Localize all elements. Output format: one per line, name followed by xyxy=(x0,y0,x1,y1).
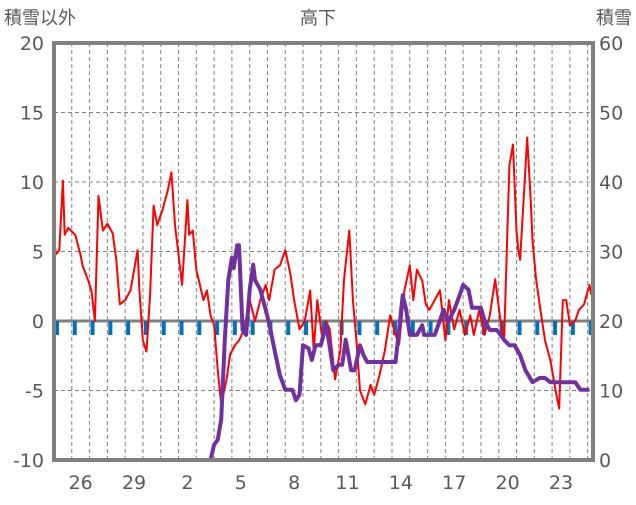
daily-markers xyxy=(55,321,593,335)
daily-marker xyxy=(108,321,113,335)
right-axis-title: 積雪 xyxy=(596,8,632,29)
left-axis-title: 積雪以外 xyxy=(4,8,76,29)
daily-marker xyxy=(357,321,362,335)
x-tick-label: 23 xyxy=(549,472,573,494)
left-y-tick-label: -10 xyxy=(13,450,44,472)
right-y-tick-label: 0 xyxy=(599,450,611,472)
daily-marker xyxy=(392,321,397,335)
daily-marker xyxy=(428,321,433,335)
right-y-tick-label: 30 xyxy=(599,242,623,264)
daily-marker xyxy=(250,321,255,335)
left-y-tick-label: -5 xyxy=(25,381,44,403)
left-y-tick-label: 15 xyxy=(20,103,44,125)
tick-labels: 20 60 15 50 10 40 5 30 0 20 -5 10 -10 0 26 29 2 5 8 11 14 17 2… xyxy=(13,33,623,494)
daily-marker xyxy=(232,321,237,335)
gridlines xyxy=(54,43,593,460)
daily-marker xyxy=(375,321,380,335)
x-tick-label: 8 xyxy=(288,472,300,494)
series-lines xyxy=(53,136,593,462)
x-tick-label: 11 xyxy=(335,472,359,494)
daily-marker xyxy=(90,321,95,335)
x-tick-label: 2 xyxy=(181,472,193,494)
right-y-tick-label: 10 xyxy=(599,381,623,403)
x-tick-label: 26 xyxy=(69,472,93,494)
x-tick-label: 29 xyxy=(122,472,146,494)
daily-marker xyxy=(410,321,415,335)
daily-marker xyxy=(179,321,184,335)
left-y-tick-label: 5 xyxy=(32,242,44,264)
series-line-snow xyxy=(54,243,590,462)
daily-marker xyxy=(55,321,59,335)
daily-marker xyxy=(535,321,540,335)
chart-title: 高下 xyxy=(300,8,336,29)
left-y-tick-label: 0 xyxy=(32,311,44,333)
right-y-tick-label: 20 xyxy=(599,311,623,333)
daily-marker xyxy=(197,321,202,335)
plot-border xyxy=(52,41,595,462)
right-y-tick-label: 60 xyxy=(599,33,623,55)
daily-marker xyxy=(72,321,77,335)
left-y-tick-label: 10 xyxy=(20,172,44,194)
daily-marker xyxy=(517,321,522,335)
daily-marker xyxy=(215,321,220,335)
right-y-tick-label: 50 xyxy=(599,103,623,125)
daily-marker xyxy=(286,321,291,335)
daily-marker xyxy=(304,321,309,335)
x-tick-label: 17 xyxy=(442,472,466,494)
daily-marker xyxy=(161,321,166,335)
right-y-tick-label: 40 xyxy=(599,172,623,194)
daily-marker xyxy=(588,321,593,335)
daily-marker xyxy=(553,321,558,335)
daily-marker xyxy=(143,321,148,335)
series-line-non-snow xyxy=(53,136,593,410)
x-tick-label: 14 xyxy=(389,472,413,494)
daily-marker xyxy=(126,321,131,335)
daily-marker xyxy=(570,321,575,335)
x-tick-label: 5 xyxy=(235,472,247,494)
left-y-tick-label: 20 xyxy=(20,33,44,55)
x-tick-label: 20 xyxy=(496,472,520,494)
daily-marker xyxy=(446,321,451,335)
